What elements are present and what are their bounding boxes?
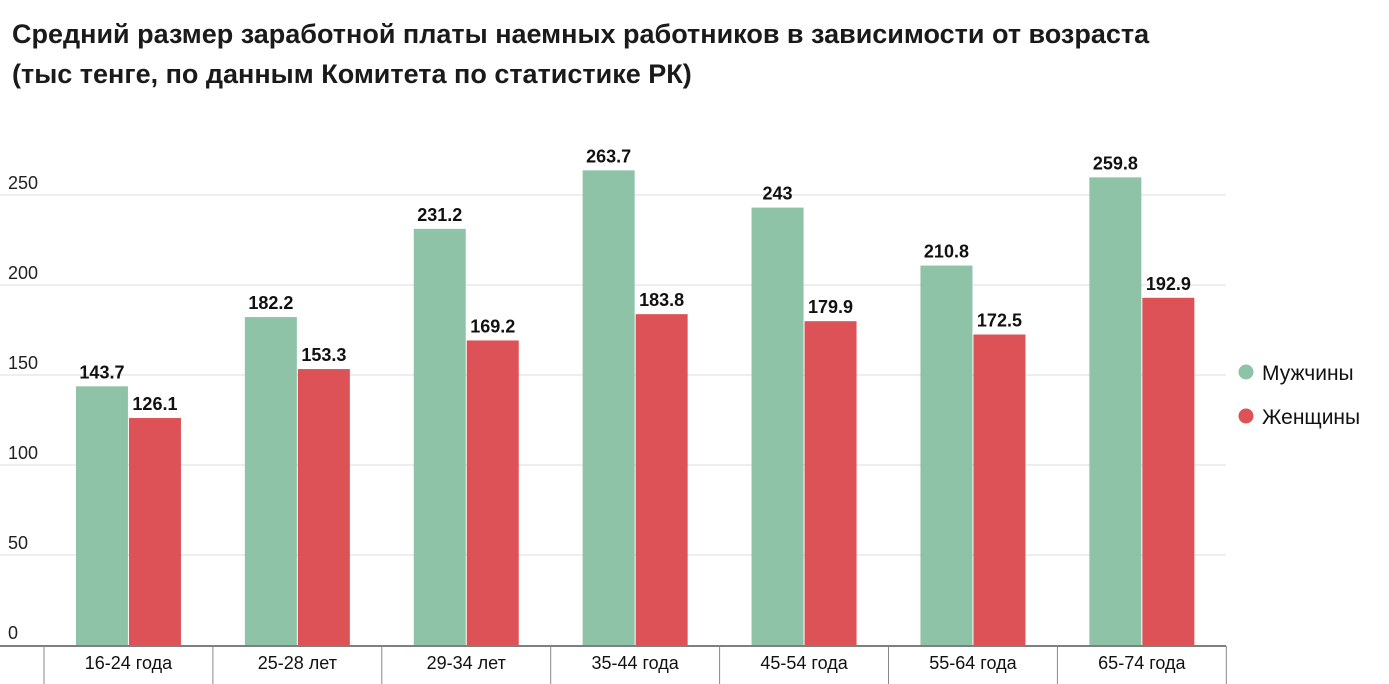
bar-men-4 — [751, 207, 804, 645]
data-labels: 143.7 126.1 182.2 153.3 231.2 169.2 263.7 183.8… — [79, 146, 1190, 414]
data-label-men-1: 182.2 — [248, 293, 293, 313]
chart-title-line-2: (тыс тенге, по данным Комитета по статис… — [12, 59, 692, 89]
data-label-men-0: 143.7 — [79, 362, 124, 382]
bar-men-6 — [1089, 177, 1142, 646]
bar-women-6 — [1142, 297, 1195, 645]
legend-swatch-women — [1238, 408, 1254, 424]
bar-women-2 — [466, 340, 519, 645]
data-label-women-6: 192.9 — [1146, 274, 1191, 294]
x-category-label-1: 25-28 лет — [258, 653, 337, 673]
bar-men-1 — [244, 317, 297, 645]
bar-men-2 — [413, 228, 466, 645]
bar-women-0 — [128, 418, 181, 645]
data-label-women-2: 169.2 — [470, 316, 515, 336]
x-axis-category-labels: 16-24 года 25-28 лет 29-34 лет 35-44 года 45… — [85, 653, 1187, 673]
data-label-women-5: 172.5 — [977, 311, 1022, 331]
y-axis-ticks: 0 50 100 150 200 250 — [8, 173, 38, 643]
bar-men-0 — [75, 386, 128, 645]
data-label-men-4: 243 — [763, 184, 793, 204]
data-label-men-5: 210.8 — [924, 242, 969, 262]
chart-title-line-1: Средний размер заработной платы наемных … — [12, 19, 1150, 49]
y-tick-label-100: 100 — [8, 443, 38, 463]
y-tick-label-150: 150 — [8, 353, 38, 373]
x-category-label-2: 29-34 лет — [427, 653, 506, 673]
y-tick-label-250: 250 — [8, 173, 38, 193]
data-label-women-4: 179.9 — [808, 297, 853, 317]
y-tick-label-50: 50 — [8, 533, 28, 553]
y-tick-label-200: 200 — [8, 263, 38, 283]
legend-label-women: Женщины — [1262, 406, 1360, 429]
chart-title: Средний размер заработной платы наемных … — [12, 14, 1372, 94]
x-category-label-3: 35-44 года — [591, 653, 679, 673]
x-category-label-6: 65-74 года — [1098, 653, 1186, 673]
data-label-men-2: 231.2 — [417, 205, 462, 225]
data-label-men-3: 263.7 — [586, 146, 631, 166]
bar-women-5 — [973, 334, 1026, 645]
x-category-label-4: 45-54 года — [760, 653, 848, 673]
legend: Мужчины Женщины — [1238, 362, 1360, 429]
bar-men-3 — [582, 170, 635, 645]
legend-swatch-men — [1238, 364, 1254, 380]
bars — [75, 170, 1195, 646]
x-category-label-5: 55-64 года — [929, 653, 1017, 673]
bar-women-4 — [804, 321, 857, 645]
x-category-label-0: 16-24 года — [85, 653, 173, 673]
data-label-women-1: 153.3 — [301, 345, 346, 365]
bar-women-3 — [635, 314, 688, 645]
data-label-women-0: 126.1 — [132, 394, 177, 414]
data-label-women-3: 183.8 — [639, 290, 684, 310]
legend-label-men: Мужчины — [1262, 362, 1354, 385]
data-label-men-6: 259.8 — [1093, 153, 1138, 173]
y-tick-label-0: 0 — [8, 623, 18, 643]
bar-men-5 — [920, 265, 973, 645]
bar-women-1 — [297, 369, 350, 645]
x-axis — [0, 645, 1227, 684]
